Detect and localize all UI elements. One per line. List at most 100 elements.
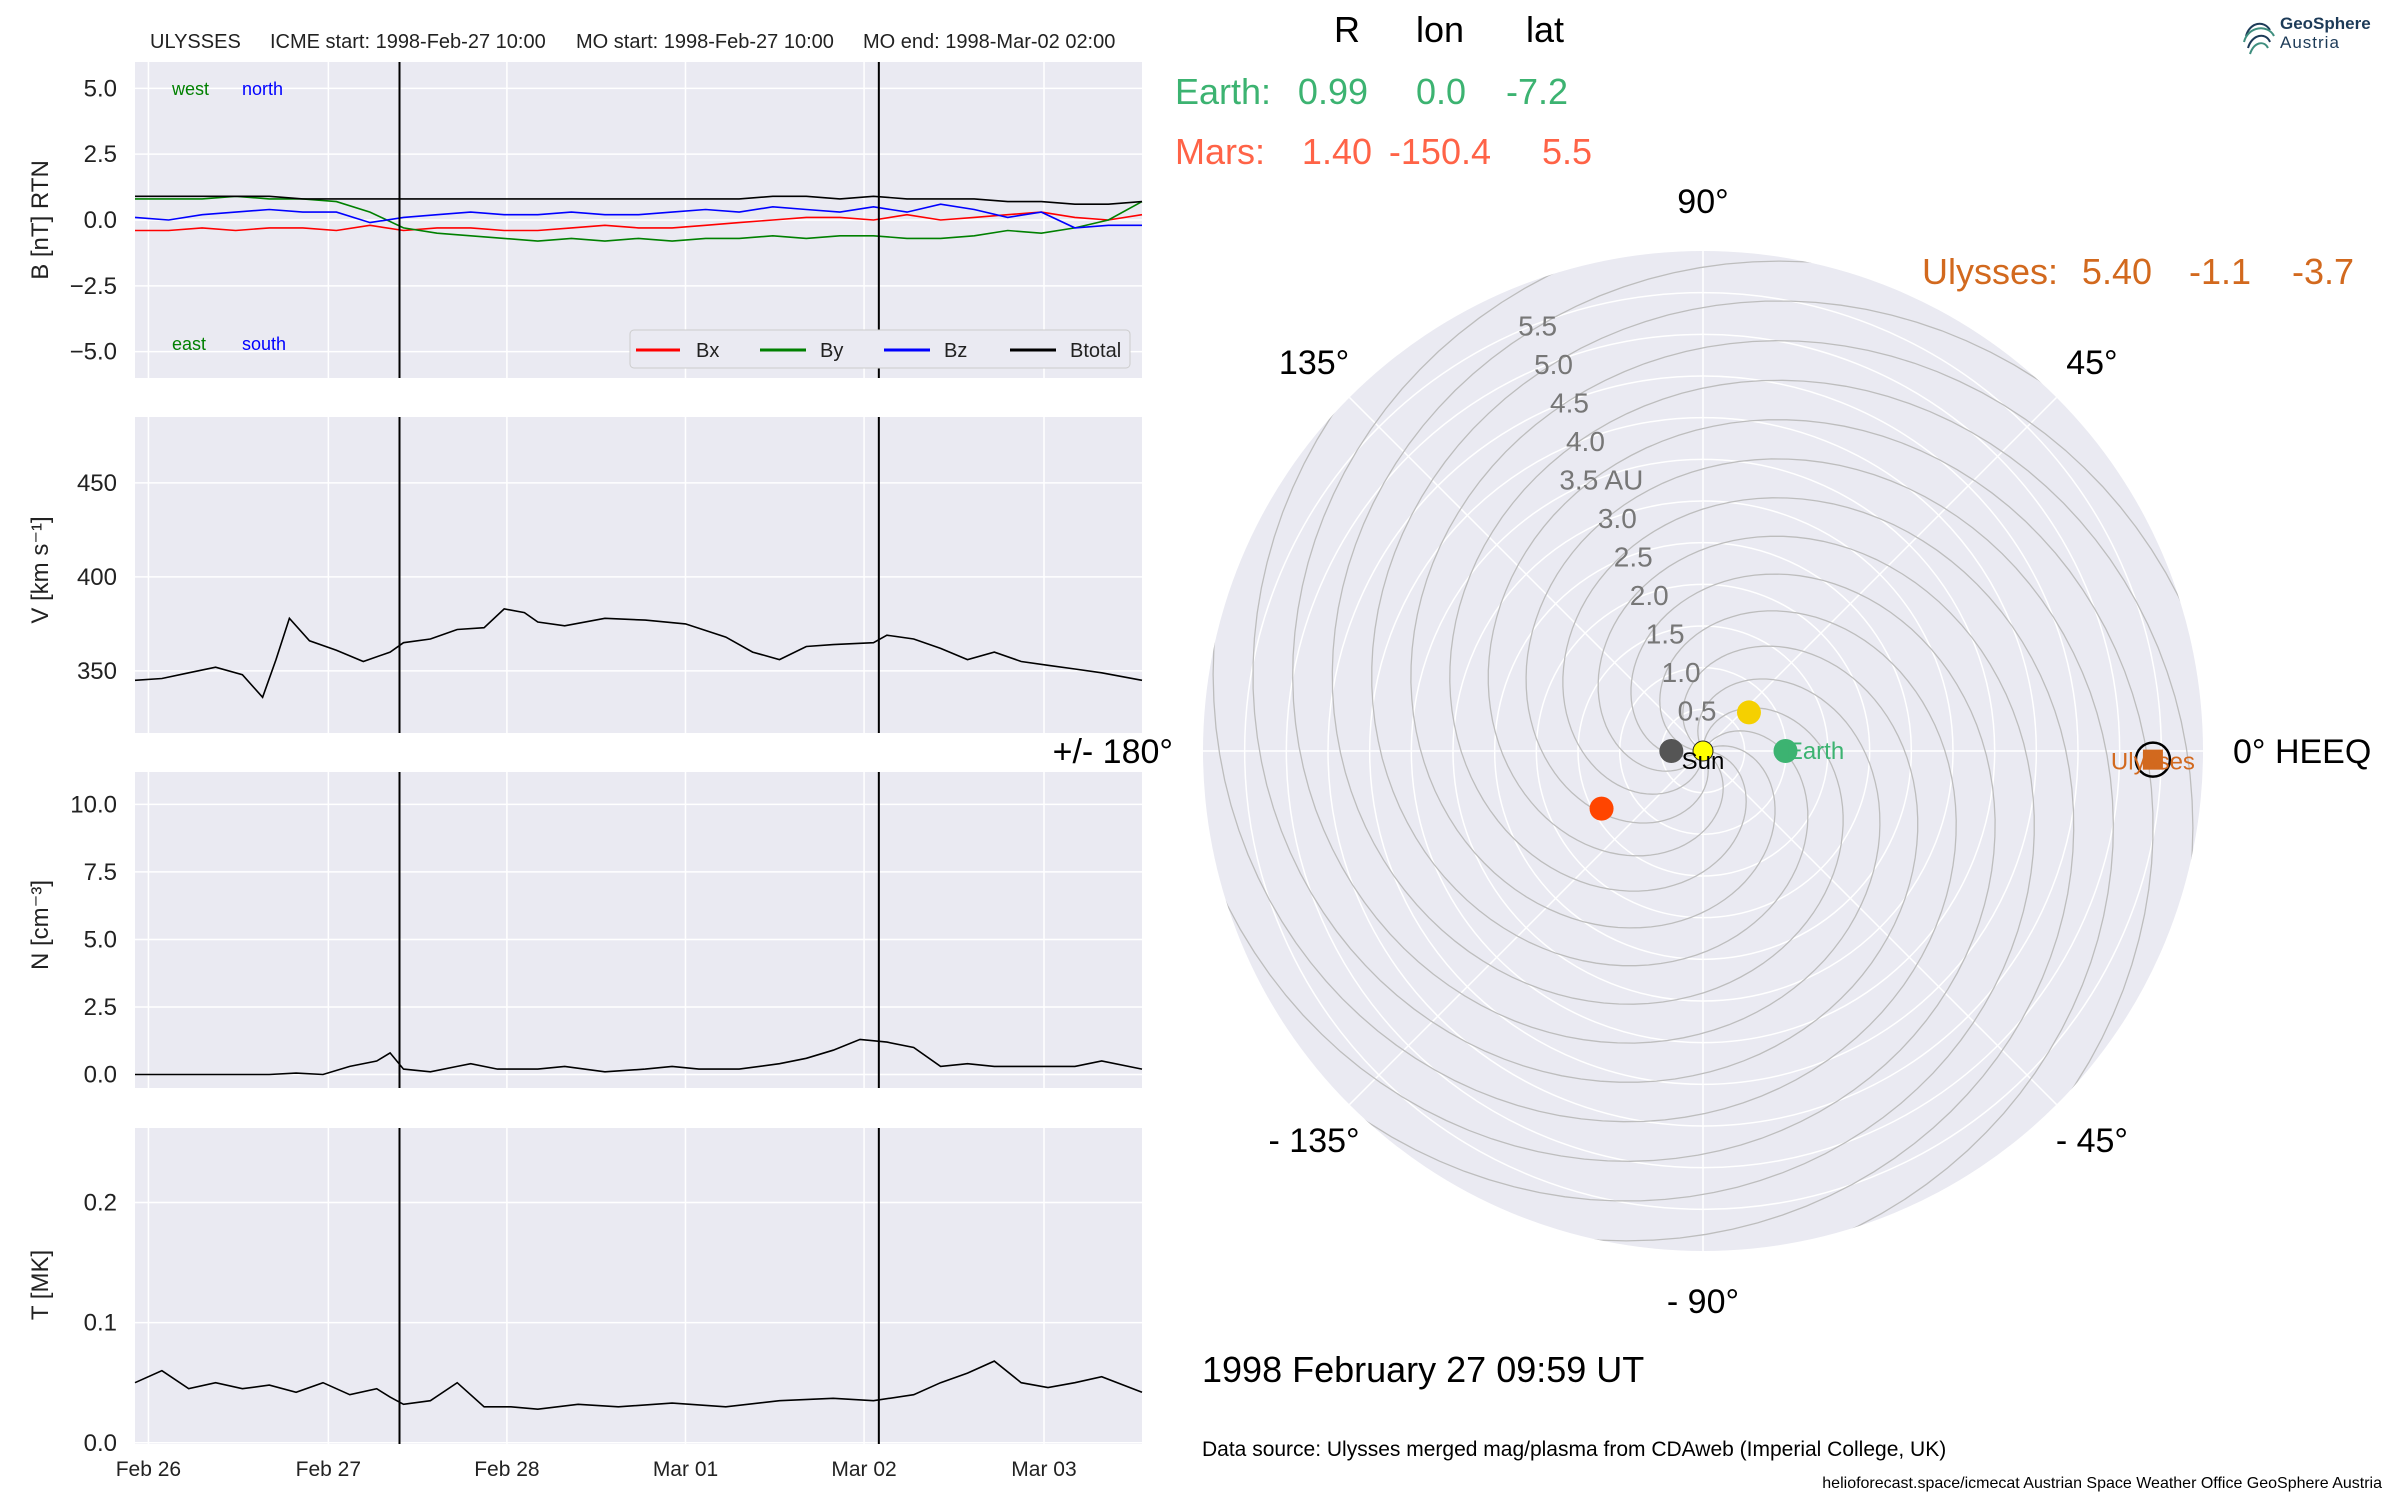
angle-label: - 135° bbox=[1269, 1122, 1360, 1160]
panel-background bbox=[135, 1128, 1142, 1444]
angular-gridline bbox=[1702, 750, 2058, 1106]
y-tick-label: 5.0 bbox=[84, 926, 117, 953]
angle-label: 45° bbox=[2066, 344, 2117, 382]
angle-label: 90° bbox=[1677, 183, 1728, 221]
header: ULYSSES ICME start: 1998-Feb-27 10:00 MO… bbox=[150, 31, 1115, 53]
radial-tick-label: 2.0 bbox=[1630, 580, 1669, 611]
row-ulysses: Ulysses: 5.40 -1.1 -3.7 bbox=[1922, 251, 2354, 292]
panel-b-field: 5.0 2.5 0.0 −2.5 −5.0 bbox=[70, 62, 1143, 378]
ylabel-n: N [cm⁻³] bbox=[27, 880, 54, 970]
ulysses-marker bbox=[2142, 749, 2163, 770]
radial-tick-label: 5.5 bbox=[1518, 311, 1557, 342]
parker-spiral bbox=[1292, 251, 2203, 1044]
legend-btotal: Btotal bbox=[1070, 340, 1121, 362]
y-tick-label: 0.0 bbox=[84, 1061, 117, 1088]
timestamp: 1998 February 27 09:59 UT bbox=[1202, 1349, 1644, 1390]
series-line-bx bbox=[135, 211, 1143, 232]
data-source: Data source: Ulysses merged mag/plasma f… bbox=[1202, 1438, 1946, 1461]
mars-lat: 5.5 bbox=[1542, 131, 1592, 172]
y-tick-label: −5.0 bbox=[70, 339, 117, 366]
radial-tick-label: 5.0 bbox=[1534, 349, 1573, 380]
footer-credits: helioforecast.space/icmecat Austrian Spa… bbox=[1822, 1475, 2382, 1492]
radial-tick-label: 3.0 bbox=[1598, 503, 1637, 534]
logo-line-1: GeoSphere bbox=[2280, 14, 2371, 33]
col-header-lon: lon bbox=[1416, 9, 1464, 50]
panel-background bbox=[135, 417, 1142, 733]
parker-spiral bbox=[1203, 458, 2114, 1251]
x-tick-label: Mar 01 bbox=[653, 1458, 718, 1481]
header-mo-end: MO end: 1998-Mar-02 02:00 bbox=[863, 31, 1115, 53]
radial-tick-label: 0.5 bbox=[1678, 696, 1717, 727]
earth-lat: -7.2 bbox=[1506, 71, 1568, 112]
angle-label: 0° HEEQ bbox=[2233, 733, 2371, 771]
sun-label: Sun bbox=[1682, 748, 1725, 775]
legend-bz: Bz bbox=[944, 340, 967, 362]
ulysses-label: Ulysses bbox=[2111, 749, 2195, 776]
y-tick-label: 5.0 bbox=[84, 75, 117, 102]
header-mo-start: MO start: 1998-Feb-27 10:00 bbox=[576, 31, 834, 53]
radial-tick-label: 1.5 bbox=[1646, 619, 1685, 650]
angle-label: - 90° bbox=[1667, 1283, 1739, 1321]
logo-line-2: Austria bbox=[2280, 33, 2340, 52]
radial-tick-label: 3.5 AU bbox=[1559, 465, 1643, 496]
earth-r: 0.99 bbox=[1298, 71, 1368, 112]
y-tick-label: 400 bbox=[77, 564, 117, 591]
geosphere-logo bbox=[2240, 12, 2390, 66]
series-line-bz bbox=[134, 203, 1142, 229]
body-marker bbox=[1736, 700, 1761, 725]
series-line-t bbox=[134, 1360, 1143, 1411]
ulysses-name: Ulysses: bbox=[1922, 251, 2058, 292]
angle-label: - 45° bbox=[2056, 1122, 2128, 1160]
y-tick-label: 450 bbox=[77, 470, 117, 497]
body-marker bbox=[1589, 796, 1614, 821]
panel-background bbox=[135, 772, 1142, 1088]
series-line-v bbox=[134, 608, 1143, 699]
ulysses-lon: -1.1 bbox=[2189, 251, 2251, 292]
b-legend: Bx By Bz Btotal bbox=[629, 329, 1131, 369]
legend-by: By bbox=[820, 340, 843, 362]
body-marker bbox=[1773, 739, 1798, 763]
logo-text: GeoSphere Austria bbox=[2280, 14, 2371, 52]
y-tick-label: −2.5 bbox=[70, 273, 117, 300]
earth-label: Earth bbox=[1787, 738, 1844, 765]
earth-name: Earth: bbox=[1175, 71, 1271, 112]
mars-lon: -150.4 bbox=[1389, 131, 1491, 172]
annotation-north: north bbox=[242, 79, 283, 99]
x-tick-label: Mar 03 bbox=[1011, 1458, 1076, 1481]
col-header-lat: lat bbox=[1526, 9, 1564, 50]
parker-spiral bbox=[1203, 251, 1996, 1162]
body-marker bbox=[1692, 740, 1714, 762]
radial-tick-label: 1.0 bbox=[1662, 657, 1701, 688]
earth-lon: 0.0 bbox=[1416, 71, 1466, 112]
x-tick-label: Mar 02 bbox=[831, 1458, 896, 1481]
x-tick-label: Feb 27 bbox=[296, 1458, 361, 1481]
parker-spiral bbox=[1410, 340, 2203, 1251]
angle-label: 135° bbox=[1279, 344, 1349, 382]
legend-bx: Bx bbox=[696, 340, 719, 362]
mars-name: Mars: bbox=[1175, 131, 1265, 172]
y-tick-label: 0.0 bbox=[84, 207, 117, 234]
ylabel-b: B [nT] RTN bbox=[27, 160, 54, 280]
y-tick-label: 7.5 bbox=[84, 859, 117, 886]
y-tick-label: 350 bbox=[77, 658, 117, 685]
mars-r: 1.40 bbox=[1302, 131, 1372, 172]
angular-gridline bbox=[1348, 396, 1704, 752]
annotation-south: south bbox=[242, 334, 286, 354]
panel-velocity: 450 400 350 bbox=[77, 417, 1143, 733]
y-tick-label: 0.1 bbox=[84, 1310, 117, 1337]
x-tick-label: Feb 26 bbox=[116, 1458, 181, 1481]
row-mars: Mars: 1.40 -150.4 5.5 bbox=[1175, 131, 1592, 172]
angular-gridline bbox=[1348, 750, 1704, 1106]
ylabel-v: V [km s⁻¹] bbox=[27, 516, 54, 623]
body-marker bbox=[1659, 739, 1684, 763]
b-annotations: west north east south bbox=[171, 79, 286, 354]
panel-density: 10.0 7.5 5.0 2.5 0.0 bbox=[70, 772, 1143, 1088]
series-line-btotal bbox=[135, 195, 1143, 205]
ulysses-r: 5.40 bbox=[2082, 251, 2152, 292]
angular-gridline bbox=[1702, 396, 2058, 752]
annotation-west: west bbox=[171, 79, 209, 99]
ylabel-t: T [MK] bbox=[27, 1250, 54, 1320]
geosphere-swirl-icon bbox=[2243, 22, 2275, 55]
